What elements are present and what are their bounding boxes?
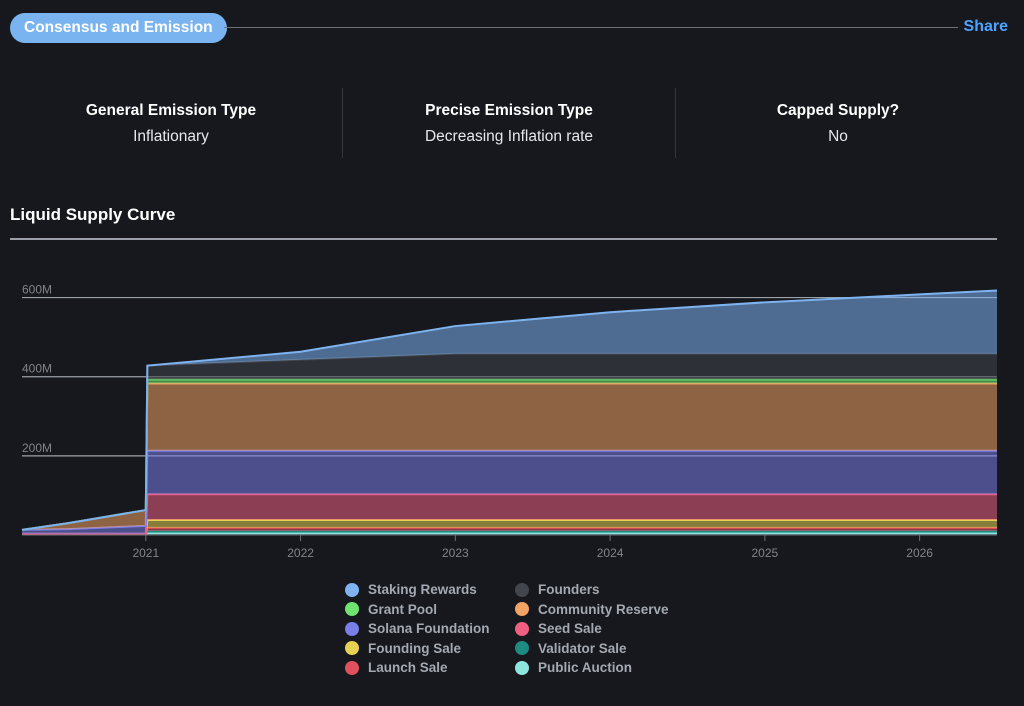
chart-section-title: Liquid Supply Curve — [10, 205, 176, 224]
legend-label: Launch Sale — [368, 660, 448, 675]
legend-label: Grant Pool — [368, 601, 438, 617]
stat-value: No — [828, 128, 848, 145]
legend-item[interactable]: Community Reserve — [515, 600, 669, 619]
legend-label: Community Reserve — [538, 601, 669, 617]
legend-item[interactable]: Launch Sale — [345, 658, 448, 677]
legend-item[interactable]: Founding Sale — [345, 639, 461, 658]
legend-item[interactable]: Seed Sale — [515, 619, 602, 638]
legend-swatch-icon — [345, 582, 359, 597]
legend-item[interactable]: Validator Sale — [515, 639, 627, 658]
stat-label: Capped Supply? — [776, 102, 900, 119]
series-line-staking-rewards — [21, 289, 998, 531]
stat-divider — [342, 88, 343, 158]
header-divider — [224, 27, 958, 28]
area-founding-sale — [22, 519, 997, 534]
legend-label: Staking Rewards — [368, 582, 477, 597]
legend-label: Founders — [538, 582, 600, 597]
legend-swatch-icon — [345, 602, 359, 616]
stat-precise-emission: Precise Emission Type Decreasing Inflati… — [343, 88, 675, 158]
legend-swatch-icon — [515, 602, 529, 616]
stat-divider — [675, 88, 676, 158]
series-line-solana-foundation — [21, 449, 997, 531]
legend-label: Validator Sale — [538, 640, 627, 656]
area-founders — [22, 353, 997, 530]
series-line-public-auction — [22, 532, 997, 535]
stat-value: Inflationary — [133, 128, 209, 145]
x-tick-label: 2024 — [597, 546, 624, 560]
stat-capped-supply: Capped Supply? No — [676, 88, 1000, 158]
x-tick-label: 2025 — [752, 546, 779, 560]
area-solana-foundation — [22, 450, 997, 534]
section-pill-consensus[interactable]: Consensus and Emission — [10, 13, 227, 43]
y-tick-label: 200M — [22, 441, 52, 455]
legend-item[interactable]: Founders — [515, 580, 600, 599]
area-community-reserve — [22, 383, 997, 530]
stat-value: Decreasing Inflation rate — [424, 128, 593, 145]
area-seed-sale — [22, 494, 997, 534]
y-tick-label: 400M — [22, 362, 52, 376]
y-tick-label: 600M — [22, 283, 52, 297]
legend-label: Solana Foundation — [368, 621, 490, 636]
x-tick-label: 2026 — [906, 546, 933, 560]
share-link[interactable]: Share — [963, 18, 1008, 35]
legend-swatch-icon — [515, 582, 529, 597]
area-staking-rewards — [22, 290, 997, 530]
legend-swatch-icon — [515, 621, 529, 636]
stat-label: General Emission Type — [85, 102, 257, 119]
legend-swatch-icon — [345, 641, 359, 655]
chart-section-divider — [10, 238, 997, 240]
legend-label: Seed Sale — [538, 621, 602, 636]
stat-label: Precise Emission Type — [425, 102, 593, 119]
legend-item[interactable]: Public Auction — [515, 658, 632, 677]
stat-general-emission: General Emission Type Inflationary — [0, 88, 342, 158]
legend-label: Public Auction — [538, 660, 632, 675]
legend-swatch-icon — [515, 660, 529, 675]
liquid-supply-chart: 200M 400M 600M 2021 2022 2023 2024 2025 2026 — [21, 283, 998, 560]
legend-item[interactable]: Grant Pool — [345, 600, 437, 619]
x-tick-label: 2022 — [287, 546, 314, 560]
chart-legend: Staking Rewards Founders Grant Pool Communi… — [345, 580, 705, 680]
legend-item[interactable]: Staking Rewards — [345, 580, 477, 599]
legend-swatch-icon — [345, 621, 359, 636]
emission-stats: General Emission Type Inflationary Preci… — [0, 88, 1004, 158]
legend-label: Founding Sale — [368, 640, 461, 656]
area-launch-sale — [22, 527, 997, 534]
x-tick-label: 2023 — [442, 546, 469, 560]
legend-swatch-icon — [345, 660, 359, 675]
legend-swatch-icon — [515, 641, 529, 655]
x-tick-label: 2021 — [132, 546, 159, 560]
legend-item[interactable]: Solana Foundation — [345, 619, 490, 638]
